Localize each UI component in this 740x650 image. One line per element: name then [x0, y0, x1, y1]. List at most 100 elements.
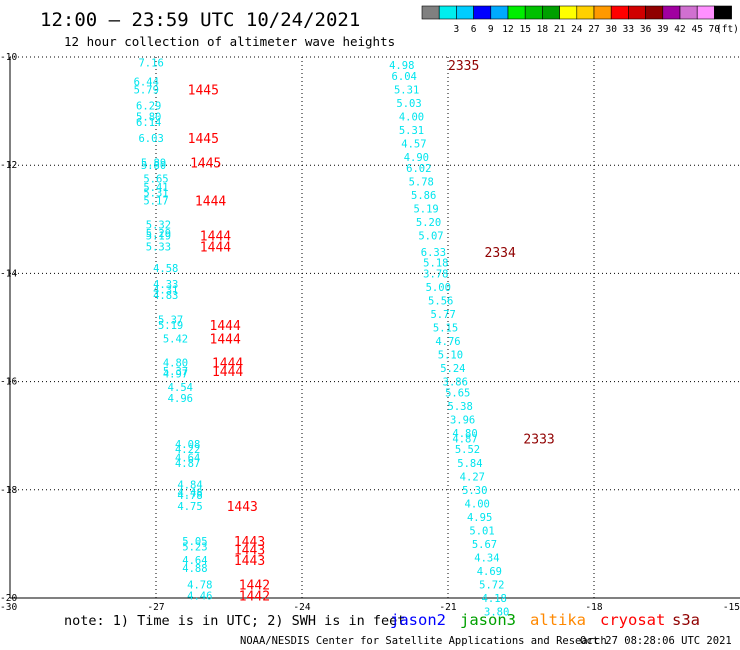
- color-bin-swatch: [542, 5, 560, 20]
- color-bin-label: 70: [709, 24, 721, 35]
- wave-height-label: 5.00: [426, 282, 451, 294]
- wave-height-label: 4.54: [168, 382, 193, 394]
- time-label: 1442: [239, 589, 270, 604]
- color-bin-label: 21: [554, 24, 566, 35]
- color-scale-legend: 3 6 9 12 15 18 21 24 27 30 33 36 39 42 45 70(ft): [421, 5, 739, 35]
- wave-height-label: 4.46: [187, 590, 212, 602]
- wave-height-label: 4.08: [175, 439, 200, 451]
- color-bin-label: 15: [519, 24, 530, 35]
- wave-height-label: 4.58: [153, 263, 178, 275]
- x-tick-label: -21: [439, 602, 456, 613]
- wave-height-label: 5.24: [440, 363, 465, 375]
- wave-height-label: 5.19: [146, 231, 171, 243]
- wave-height-label: 5.77: [430, 309, 455, 321]
- wave-height-label: 4.69: [477, 566, 502, 578]
- wave-height-label: 5.67: [472, 539, 497, 551]
- wave-height-label: 5.20: [416, 217, 441, 229]
- color-bin-swatch: [507, 5, 526, 20]
- satellite-legend-altika: altika: [530, 611, 586, 629]
- wave-height-label: 4.33: [153, 279, 178, 291]
- color-bin-swatch: [524, 5, 543, 20]
- wave-height-label: 5.42: [163, 333, 188, 345]
- wave-height-label: 5.32: [146, 220, 171, 232]
- color-bin-swatch: [696, 5, 715, 20]
- wave-height-label: 5.30: [462, 485, 487, 497]
- wave-height-label: 4.78: [187, 579, 212, 591]
- time-label: 1442: [239, 578, 270, 593]
- wave-height-label: 4.88: [182, 563, 207, 575]
- color-bin-swatch: [559, 5, 578, 20]
- wave-height-label: 5.65: [445, 387, 470, 399]
- wave-height-label: 5.79: [134, 84, 159, 96]
- wave-height-label: 5.17: [143, 195, 168, 207]
- wave-height-label: 5.37: [163, 366, 188, 378]
- wave-height-label: 3.78: [423, 268, 448, 280]
- time-label: 1444: [210, 319, 241, 334]
- time-label: 2334: [485, 246, 516, 261]
- wave-height-label: 5.86: [411, 190, 436, 202]
- color-bin-swatch: [438, 5, 457, 20]
- color-bin-label: 36: [640, 24, 652, 35]
- wave-height-label: 7.16: [138, 57, 163, 69]
- y-tick-label: -16: [0, 377, 17, 388]
- wave-height-label: 4.57: [401, 139, 426, 151]
- wave-height-label: 5.56: [428, 295, 453, 307]
- wave-height-label: 3.96: [450, 414, 475, 426]
- wave-height-label: 5.07: [418, 231, 443, 243]
- wave-height-label: 4.95: [467, 512, 492, 524]
- color-bin-swatch: [576, 5, 595, 20]
- wave-height-label: 4.80: [452, 428, 477, 440]
- wave-height-label: 5.84: [457, 458, 482, 470]
- satellite-legend-jason2: jason2: [390, 611, 446, 629]
- wave-height-label: 5.78: [409, 176, 434, 188]
- wave-height-label: 4.97: [163, 368, 188, 380]
- satellite-legend-s3a: s3a: [672, 611, 700, 629]
- wave-height-label: 6.02: [406, 163, 431, 175]
- time-label: 1443: [234, 535, 265, 550]
- y-tick-label: -10: [0, 52, 17, 63]
- time-label: 1443: [227, 500, 258, 515]
- wave-height-label: 4.18: [482, 593, 507, 605]
- time-label: 1444: [195, 194, 226, 209]
- color-bin-swatch: [662, 5, 681, 20]
- color-bin-swatch: [645, 5, 664, 20]
- data-series: 7.166.445.796.295.806.146.035.895.805.65…: [134, 57, 555, 618]
- wave-height-label: 6.44: [134, 76, 159, 88]
- wave-height-label: 4.76: [435, 336, 460, 348]
- wave-height-label: 4.34: [474, 552, 499, 564]
- color-bin-swatch: [714, 5, 732, 20]
- wave-height-label: 5.19: [413, 203, 438, 215]
- wave-height-label: 4.00: [465, 498, 490, 510]
- wave-height-label: 4.00: [399, 112, 424, 124]
- time-label: 1443: [234, 554, 265, 569]
- color-bin-swatch: [456, 5, 474, 20]
- wave-height-label: 5.05: [182, 536, 207, 548]
- wave-height-label: 5.52: [455, 444, 480, 456]
- y-tick-label: -12: [0, 160, 17, 171]
- time-label: 1444: [212, 365, 243, 380]
- generated-timestamp: Oct 27 08:28:06 UTC 2021: [580, 635, 732, 647]
- time-label: 1445: [190, 156, 221, 171]
- color-bin-swatch: [679, 5, 698, 20]
- color-bin-swatch: [593, 5, 612, 20]
- wave-height-label: 5.33: [146, 241, 171, 253]
- color-bin-swatch: [628, 5, 646, 20]
- time-label: 1444: [200, 240, 231, 255]
- wave-height-label: 5.19: [158, 320, 183, 332]
- wave-height-label: 4.90: [404, 152, 429, 164]
- wave-height-label: 5.29: [146, 228, 171, 240]
- wave-height-label: 4.87: [452, 433, 477, 445]
- time-label: 1444: [210, 332, 241, 347]
- time-label: 1445: [188, 132, 219, 147]
- chart-title: 12:00 – 23:59 UTC 10/24/2021: [40, 9, 360, 31]
- wave-height-label: 6.03: [138, 133, 163, 145]
- satellite-legend-jason3: jason3: [460, 611, 516, 629]
- wave-height-label: 6.14: [136, 117, 161, 129]
- y-tick-label: -18: [0, 485, 17, 496]
- satellite-legend: jason2 jason3 altika cryosat s3a: [390, 611, 700, 629]
- time-label: 1444: [212, 357, 243, 372]
- wave-height-label: 5.65: [143, 174, 168, 186]
- wave-height-label: 5.31: [143, 187, 168, 199]
- wave-height-label: 3.86: [443, 377, 468, 389]
- color-bin-label: 39: [657, 24, 669, 35]
